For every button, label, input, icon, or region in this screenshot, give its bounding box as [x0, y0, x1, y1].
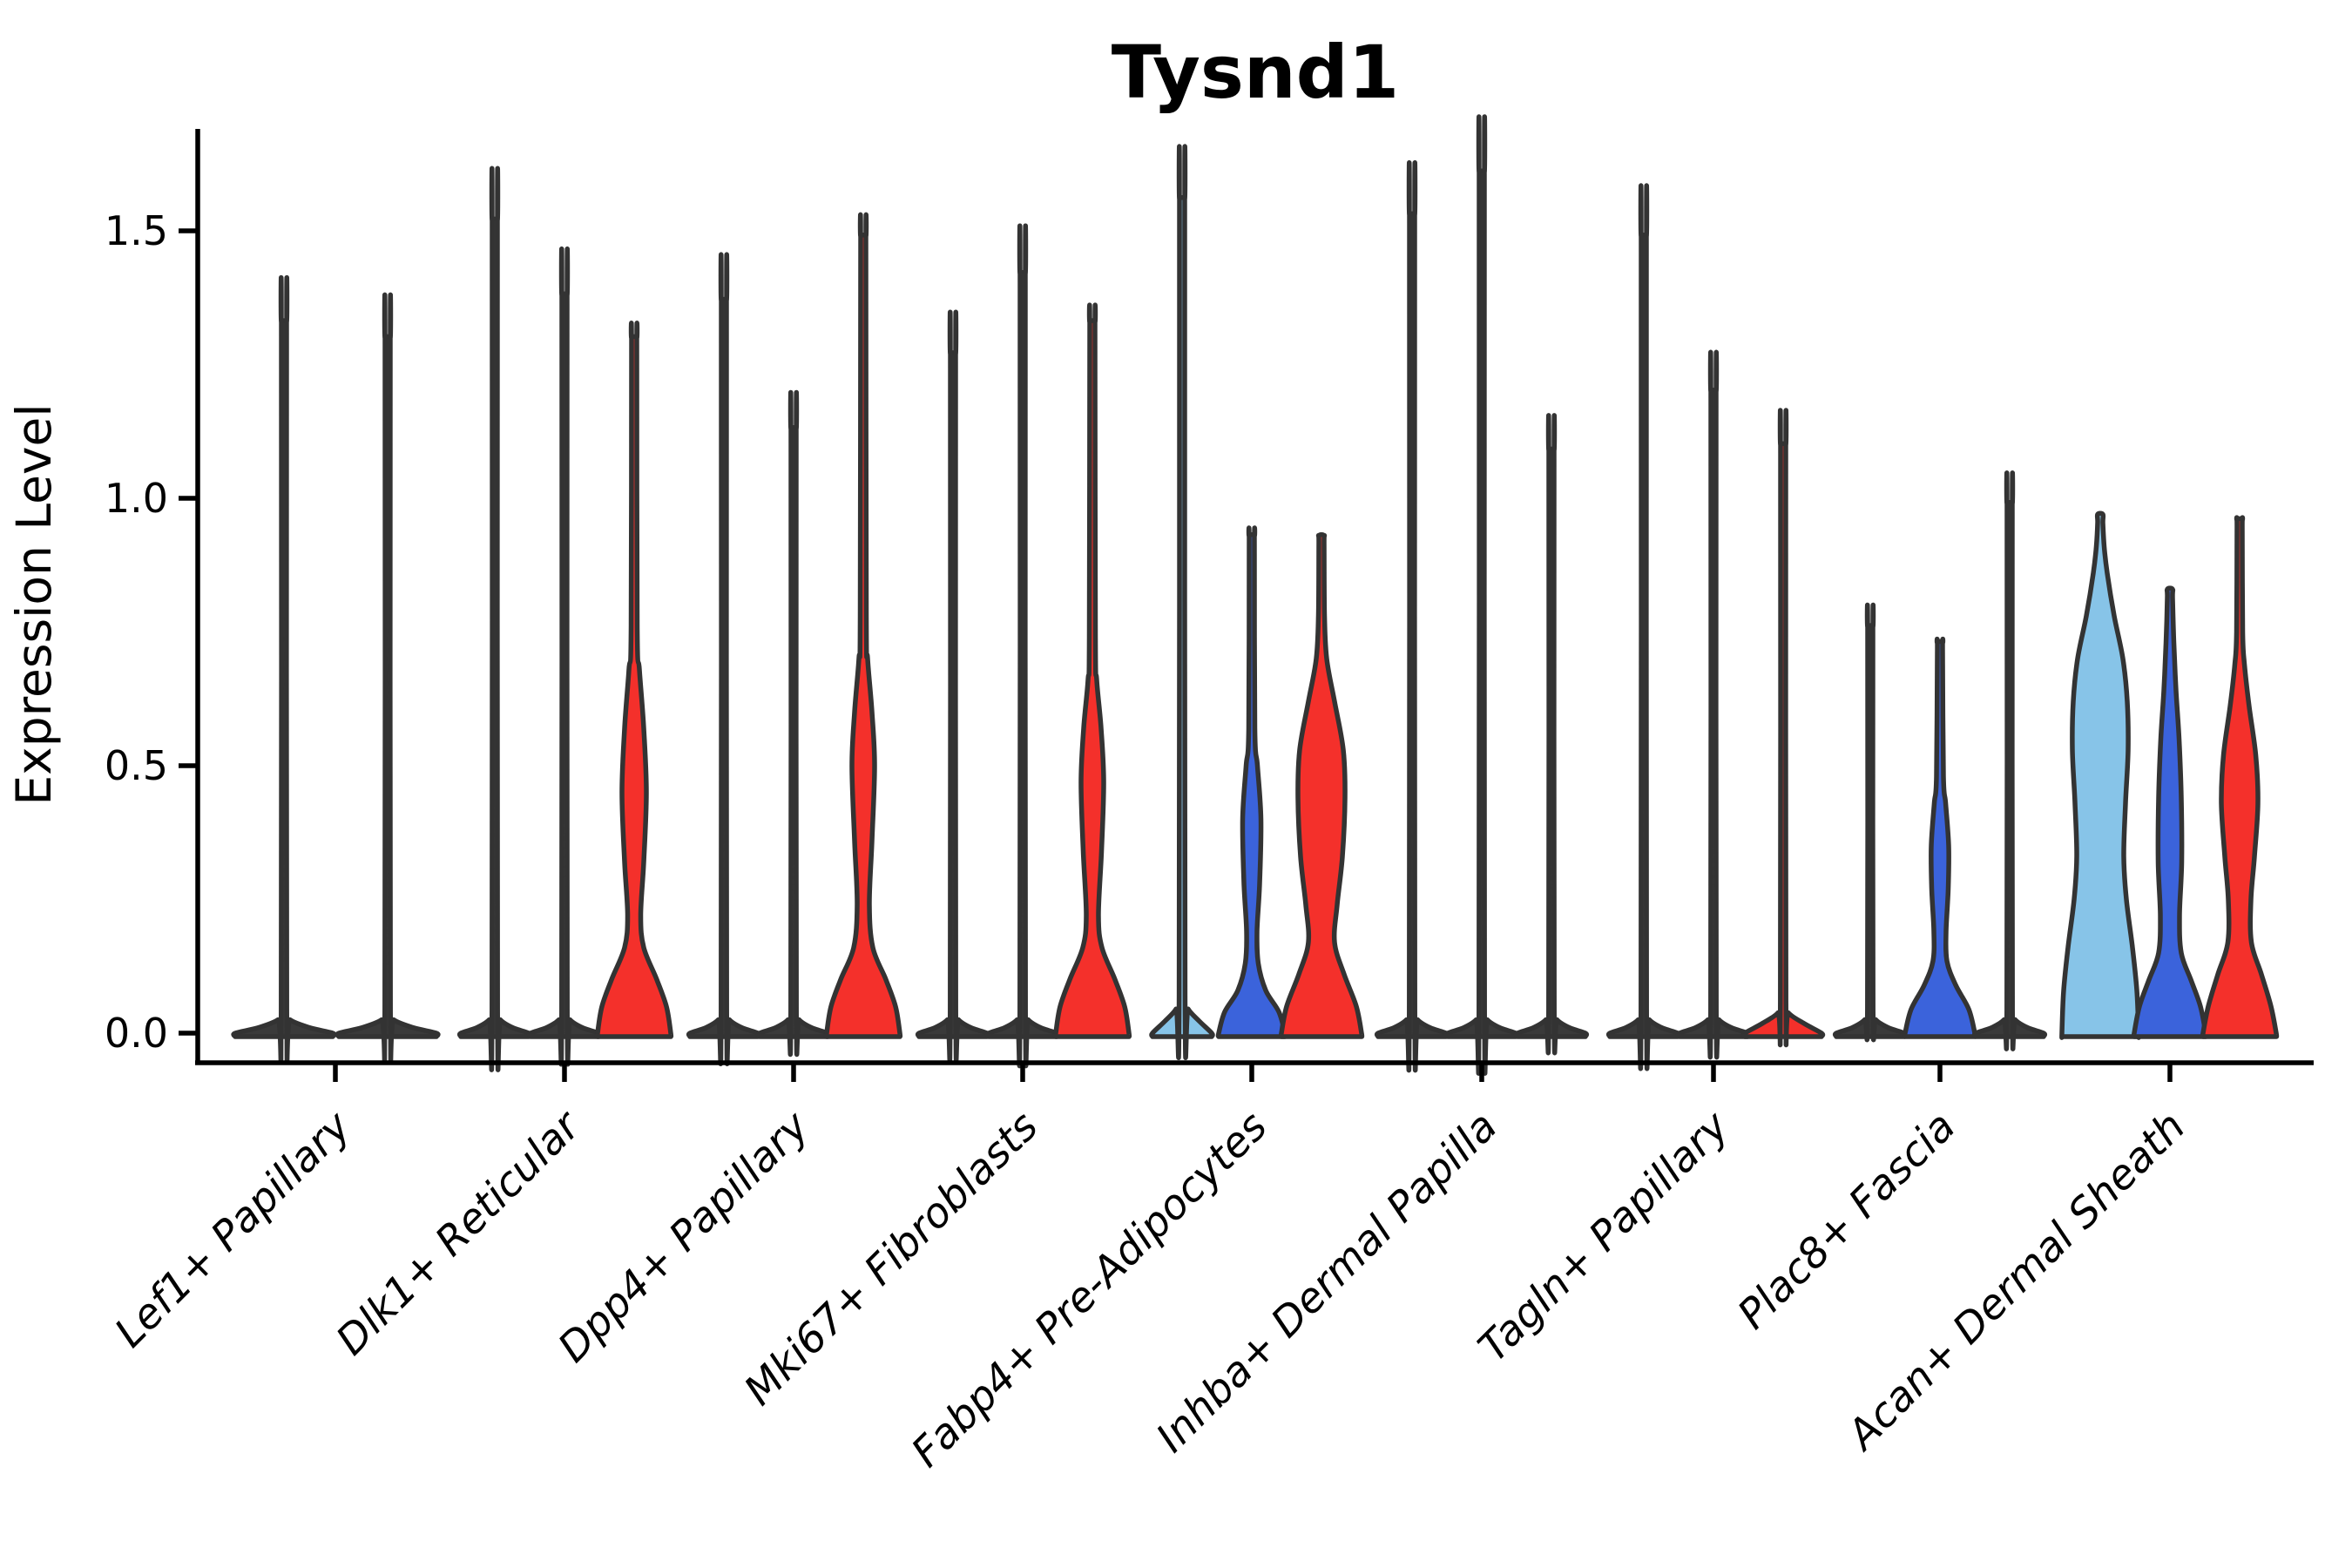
- violin: [526, 246, 603, 1067]
- y-tick-label: 1.5: [105, 207, 168, 254]
- violin: [2131, 585, 2209, 1039]
- violins-layer: [231, 114, 2280, 1076]
- violin: [1374, 160, 1450, 1073]
- violin: [686, 252, 762, 1067]
- violin: [2200, 515, 2280, 1039]
- violin: [594, 321, 674, 1039]
- violin: [823, 212, 903, 1039]
- violin: [1902, 637, 1978, 1039]
- violin: [915, 309, 991, 1063]
- violin: [1215, 525, 1288, 1039]
- violin: [1605, 183, 1682, 1071]
- violin: [1971, 470, 2048, 1051]
- violin: [1443, 114, 1520, 1076]
- violin: [335, 292, 441, 1064]
- y-tick-label: 1.0: [105, 475, 168, 522]
- chart-title: Tysnd1: [1112, 30, 1399, 115]
- violin: [1149, 144, 1215, 1060]
- violin: [1052, 302, 1132, 1039]
- y-axis-label: Expression Level: [6, 403, 62, 805]
- x-tick-label: Lef1+ Papillary: [105, 1102, 361, 1357]
- y-tick-label: 0.5: [105, 742, 168, 789]
- violin: [2059, 510, 2141, 1040]
- violin: [984, 223, 1061, 1069]
- x-tick-label: Dpp4+ Papillary: [549, 1102, 819, 1372]
- violin: [1278, 531, 1365, 1039]
- violin: [1740, 408, 1826, 1048]
- axes-layer: [179, 129, 2314, 1082]
- violin: [456, 166, 533, 1072]
- violin: [1675, 349, 1752, 1060]
- x-tick-label: Dlk1+ Reticular: [328, 1101, 591, 1365]
- violin: [1513, 413, 1590, 1056]
- y-tick-label: 0.0: [105, 1010, 168, 1057]
- violin: [1832, 602, 1909, 1043]
- violin: [755, 389, 832, 1058]
- x-tick-label: Plac8+ Fascia: [1728, 1103, 1964, 1339]
- x-tick-label: Tagln+ Papillary: [1470, 1102, 1740, 1372]
- violin: [231, 274, 337, 1065]
